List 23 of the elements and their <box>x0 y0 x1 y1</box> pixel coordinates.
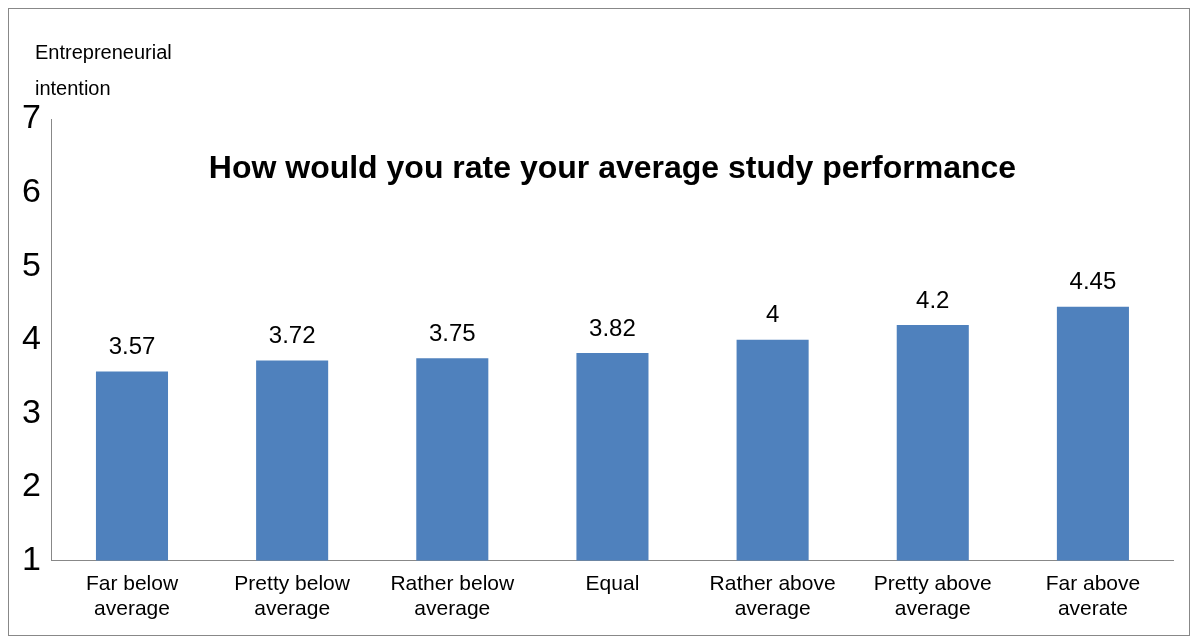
data-label: 4 <box>765 300 780 328</box>
y-tick-label: 3 <box>21 391 41 430</box>
x-tick-label: Rather below average <box>390 571 515 620</box>
x-tick-label: Pretty above average <box>873 571 992 620</box>
x-tick-label: Far above averate <box>1045 571 1141 620</box>
x-tick-label: Pretty below average <box>234 571 351 620</box>
y-tick-label: 1 <box>21 538 41 577</box>
y-tick-label: 4 <box>21 318 41 357</box>
data-label: 4.45 <box>1069 267 1117 295</box>
y-tick-label: 5 <box>21 244 41 283</box>
data-label: 3.75 <box>428 318 476 346</box>
data-label: 3.82 <box>589 313 636 341</box>
y-tick-label: 6 <box>21 170 41 209</box>
y-tick-label: 2 <box>21 465 41 504</box>
data-label: 3.72 <box>268 321 316 349</box>
y-tick-label: 7 <box>21 97 41 136</box>
y-axis-title: Entrepreneurial intention <box>35 40 172 99</box>
x-tick-label: Far below average <box>85 571 179 620</box>
data-label: 3.57 <box>108 332 156 360</box>
data-label: 4.2 <box>916 285 950 313</box>
x-tick-label: Equal <box>585 571 640 594</box>
x-tick-label: Rather above average <box>709 571 836 620</box>
text: How would you rate your average study performance <box>208 148 1017 185</box>
